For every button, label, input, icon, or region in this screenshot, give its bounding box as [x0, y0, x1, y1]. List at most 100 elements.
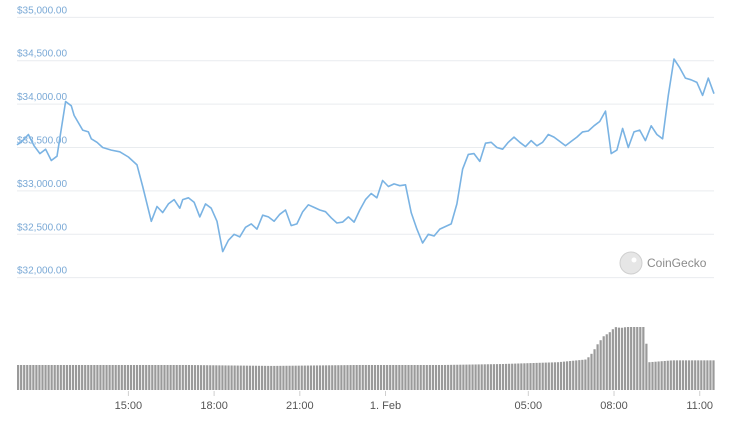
volume-bar — [282, 365, 285, 390]
volume-bar — [437, 364, 441, 390]
volume-bar — [105, 364, 108, 390]
volume-bar — [389, 364, 392, 390]
volume-bar — [556, 362, 560, 390]
y-tick-label: $34,500.00 — [17, 49, 67, 60]
volume-bar — [578, 360, 581, 390]
volume-bar — [343, 365, 346, 390]
x-tick-label: 21:00 — [286, 400, 314, 412]
volume-bar — [651, 361, 654, 390]
volume-bar — [206, 365, 209, 390]
volume-bar — [175, 364, 178, 390]
volume-bar — [230, 365, 233, 390]
volume-bar — [294, 365, 297, 390]
volume-bar — [413, 364, 416, 390]
volume-bar — [416, 364, 419, 390]
volume-bar — [254, 365, 258, 390]
volume-bar — [84, 364, 87, 390]
volume-bar — [672, 360, 675, 390]
volume-bar — [678, 360, 682, 390]
volume-bar — [331, 365, 334, 390]
volume-bar — [227, 365, 230, 390]
volume-bar — [706, 360, 709, 390]
volume-bar — [306, 365, 309, 390]
volume-bar — [566, 361, 569, 390]
volume-bar — [535, 362, 538, 390]
volume-bar — [303, 365, 306, 390]
volume-bar — [599, 340, 602, 390]
volume-bar — [129, 364, 133, 390]
volume-bar — [669, 360, 672, 390]
volume-bar — [398, 364, 401, 390]
volume-bar — [29, 364, 32, 390]
volume-bar — [41, 364, 44, 390]
volume-bar — [462, 364, 465, 390]
volume-bar — [239, 365, 242, 390]
volume-bar — [44, 364, 47, 390]
volume-bar — [93, 364, 96, 390]
volume-bar — [312, 365, 316, 390]
volume-bar — [657, 361, 660, 390]
volume-bar — [483, 364, 486, 390]
volume-bar — [569, 361, 572, 390]
volume-bar — [270, 365, 273, 390]
volume-bar — [392, 364, 395, 390]
volume-bar — [334, 365, 337, 390]
volume-bar — [623, 327, 627, 390]
volume-bar — [459, 364, 462, 390]
volume-bar — [404, 364, 407, 390]
volume-bar — [74, 364, 78, 390]
volume-bar — [114, 364, 117, 390]
volume-bar — [386, 364, 389, 390]
volume-bar — [550, 362, 553, 390]
volume-bar — [681, 360, 685, 390]
volume-bar — [361, 364, 364, 390]
volume-bar — [224, 365, 227, 390]
volume-bar — [700, 360, 703, 390]
y-axis: $32,000.00 $32,500.00 $33,000.00 $33,500.00… — [17, 5, 67, 276]
volume-bar — [541, 362, 544, 390]
volume-bar — [276, 365, 279, 390]
volume-bar — [526, 363, 529, 390]
y-tick-label: $32,000.00 — [17, 266, 67, 277]
volume-bar — [419, 364, 422, 390]
volume-bar — [581, 359, 584, 390]
volume-bar — [47, 364, 50, 390]
volume-bar — [444, 364, 447, 390]
volume-bar — [614, 327, 617, 390]
volume-bar — [370, 364, 373, 390]
volume-bar — [709, 360, 712, 390]
volume-bar — [215, 365, 218, 390]
volume-bar — [318, 365, 322, 390]
volume-bar — [71, 364, 75, 390]
volume-bar — [523, 363, 526, 390]
volume-bar — [480, 364, 483, 390]
volume-bar — [261, 365, 264, 390]
volume-bar — [139, 364, 142, 390]
volume-bars — [17, 327, 715, 390]
volume-bar — [572, 360, 575, 390]
volume-bar — [322, 365, 325, 390]
volume-bar — [596, 344, 599, 390]
volume-bar — [468, 364, 471, 390]
volume-bar — [703, 360, 706, 390]
volume-bar — [694, 360, 697, 390]
volume-bar — [639, 327, 642, 390]
x-tick-label: 11:00 — [686, 400, 713, 412]
volume-bar — [440, 364, 444, 390]
volume-bar — [300, 365, 303, 390]
volume-bar — [498, 364, 502, 390]
x-tick-label: 18:00 — [200, 400, 228, 412]
volume-bar — [355, 365, 358, 390]
volume-bar — [117, 364, 120, 390]
volume-bar — [529, 363, 532, 390]
price-line[interactable] — [16, 58, 715, 253]
volume-bar — [17, 364, 20, 390]
volume-bar — [383, 364, 386, 390]
volume-bar — [81, 364, 84, 390]
y-tick-label: $35,000.00 — [17, 5, 67, 16]
volume-bar — [20, 364, 23, 390]
volume-bar — [291, 365, 294, 390]
volume-bar — [169, 364, 172, 390]
volume-bar — [486, 364, 489, 390]
volume-bar — [35, 364, 38, 390]
